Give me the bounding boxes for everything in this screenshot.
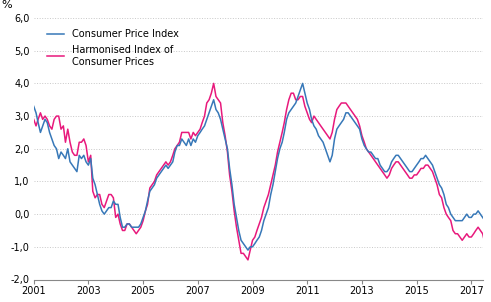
Y-axis label: %: % [1,0,12,10]
Legend: Consumer Price Index, Harmonised Index of
Consumer Prices: Consumer Price Index, Harmonised Index o… [43,25,183,71]
